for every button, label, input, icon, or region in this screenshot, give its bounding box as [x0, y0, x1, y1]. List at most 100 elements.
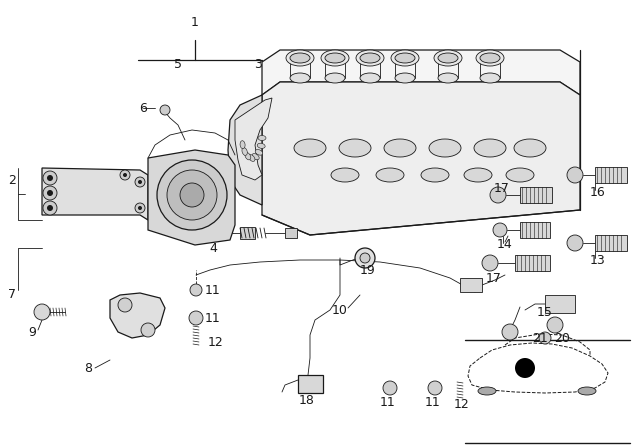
Text: 11: 11	[380, 396, 396, 409]
Circle shape	[502, 324, 518, 340]
Ellipse shape	[421, 168, 449, 182]
Ellipse shape	[376, 168, 404, 182]
Ellipse shape	[429, 139, 461, 157]
Ellipse shape	[514, 139, 546, 157]
Ellipse shape	[464, 168, 492, 182]
Bar	[285, 228, 297, 238]
Polygon shape	[262, 82, 580, 235]
Bar	[595, 167, 627, 183]
Ellipse shape	[438, 73, 458, 83]
Text: 9: 9	[28, 326, 36, 339]
Ellipse shape	[395, 73, 415, 83]
Polygon shape	[235, 98, 272, 180]
Bar	[545, 295, 575, 313]
Text: 11: 11	[205, 311, 221, 324]
Text: 19: 19	[360, 263, 376, 276]
Ellipse shape	[258, 135, 266, 141]
Text: 18: 18	[299, 393, 315, 406]
Text: 10: 10	[332, 303, 348, 316]
Ellipse shape	[290, 53, 310, 63]
Text: 1: 1	[191, 16, 199, 29]
Circle shape	[539, 332, 551, 344]
Polygon shape	[42, 168, 148, 220]
Text: 20: 20	[554, 332, 570, 345]
Circle shape	[547, 317, 563, 333]
Ellipse shape	[360, 73, 380, 83]
Text: 11: 11	[425, 396, 441, 409]
Circle shape	[138, 206, 142, 210]
Ellipse shape	[474, 139, 506, 157]
Circle shape	[120, 170, 130, 180]
Ellipse shape	[438, 53, 458, 63]
Circle shape	[47, 205, 53, 211]
Circle shape	[118, 298, 132, 312]
Ellipse shape	[257, 143, 265, 148]
Text: 12: 12	[208, 336, 224, 349]
Ellipse shape	[339, 139, 371, 157]
Circle shape	[490, 187, 506, 203]
Ellipse shape	[395, 53, 415, 63]
Circle shape	[567, 167, 583, 183]
Ellipse shape	[294, 139, 326, 157]
Bar	[298, 375, 323, 393]
Ellipse shape	[325, 73, 345, 83]
Circle shape	[43, 201, 57, 215]
Ellipse shape	[248, 155, 255, 161]
Circle shape	[43, 186, 57, 200]
Circle shape	[43, 171, 57, 185]
Circle shape	[47, 175, 53, 181]
Ellipse shape	[391, 50, 419, 66]
Ellipse shape	[331, 168, 359, 182]
Circle shape	[47, 190, 53, 196]
Polygon shape	[148, 150, 235, 245]
Ellipse shape	[240, 141, 245, 149]
Ellipse shape	[480, 73, 500, 83]
Text: 15: 15	[537, 306, 553, 319]
Circle shape	[135, 203, 145, 213]
Ellipse shape	[356, 50, 384, 66]
Circle shape	[180, 183, 204, 207]
Circle shape	[34, 304, 50, 320]
Circle shape	[355, 248, 375, 268]
Circle shape	[160, 105, 170, 115]
Ellipse shape	[252, 154, 259, 160]
Ellipse shape	[286, 50, 314, 66]
Circle shape	[123, 173, 127, 177]
Polygon shape	[110, 293, 165, 338]
Circle shape	[189, 311, 203, 325]
Circle shape	[190, 284, 202, 296]
Ellipse shape	[255, 150, 263, 155]
Bar	[240, 227, 255, 239]
Circle shape	[138, 180, 142, 184]
Text: 5: 5	[174, 59, 182, 72]
Text: 14: 14	[497, 238, 513, 251]
Text: 21: 21	[532, 332, 548, 345]
Circle shape	[515, 358, 535, 378]
Bar	[520, 187, 552, 203]
Ellipse shape	[476, 50, 504, 66]
Text: 2: 2	[8, 173, 16, 186]
Text: 17: 17	[486, 271, 502, 284]
Circle shape	[383, 381, 397, 395]
Ellipse shape	[290, 73, 310, 83]
Circle shape	[482, 255, 498, 271]
Text: 7: 7	[8, 289, 16, 302]
Ellipse shape	[245, 152, 251, 160]
Bar	[460, 278, 482, 292]
Text: 11: 11	[205, 284, 221, 297]
Text: 13: 13	[590, 254, 606, 267]
Bar	[515, 255, 550, 271]
Circle shape	[141, 323, 155, 337]
Polygon shape	[228, 95, 262, 205]
Bar	[520, 222, 550, 238]
Ellipse shape	[578, 387, 596, 395]
Ellipse shape	[480, 53, 500, 63]
Circle shape	[493, 223, 507, 237]
Circle shape	[167, 170, 217, 220]
Circle shape	[157, 160, 227, 230]
Text: 4: 4	[209, 241, 217, 254]
Ellipse shape	[434, 50, 462, 66]
Circle shape	[360, 253, 370, 263]
Circle shape	[428, 381, 442, 395]
Circle shape	[567, 235, 583, 251]
